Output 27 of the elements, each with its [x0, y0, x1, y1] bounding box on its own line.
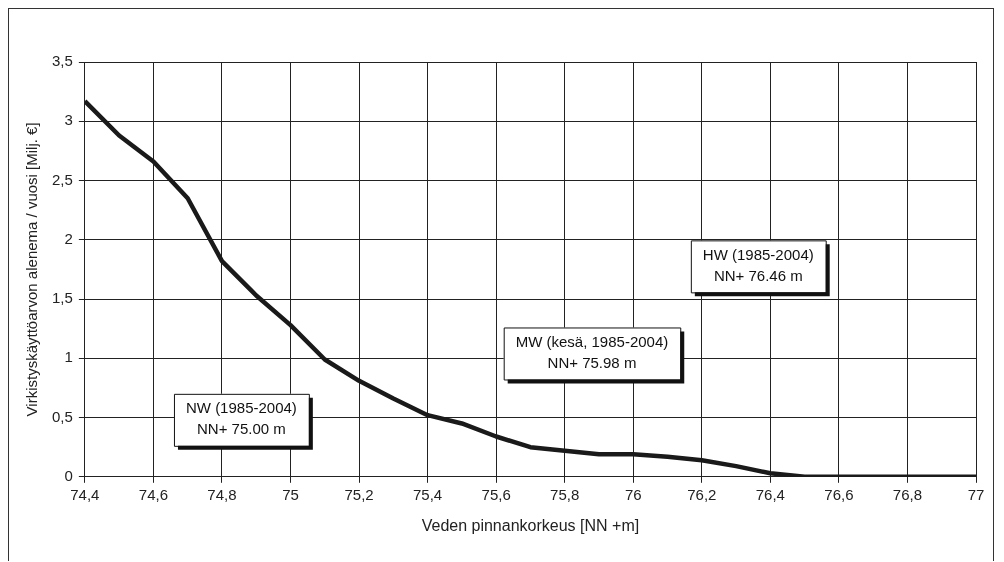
x-tick-label: 75,2 — [344, 485, 374, 503]
annotation: MW (kesä, 1985-2004) NN+ 75.98 m — [515, 332, 669, 371]
y-tick-label: 2 — [64, 229, 73, 247]
x-tick-label: 77 — [967, 485, 985, 503]
y-axis-title: Virkistyskäyttöarvon alenema / vuosi [Milj. €] — [23, 122, 41, 417]
x-tick-label: 75 — [282, 485, 299, 503]
x-tick-label: 76,8 — [892, 485, 923, 503]
x-tick-label: 75,4 — [413, 485, 443, 503]
annotation: HW (1985-2004) NN+ 76.46 m — [702, 245, 814, 284]
y-tick-label: 3 — [64, 111, 73, 129]
x-tick-label: 76,4 — [755, 485, 785, 503]
x-tick-label: 76,6 — [824, 485, 854, 503]
y-tick-label: 0 — [64, 466, 73, 484]
y-tick-label: 1,5 — [51, 289, 73, 307]
x-tick-label: 76,2 — [687, 485, 717, 503]
y-tick-label: 2,5 — [51, 170, 73, 188]
x-tick-label: 75,8 — [550, 485, 580, 503]
x-tick-label: 74,4 — [70, 485, 100, 503]
x-tick-label: 75,6 — [481, 485, 511, 503]
y-tick-label: 1 — [64, 348, 73, 366]
x-tick-label: 74,8 — [207, 485, 237, 503]
y-tick-label: 3,5 — [51, 52, 73, 70]
y-tick-label: 0,5 — [51, 407, 73, 425]
annotation: NW (1985-2004) NN+ 75.00 m — [185, 398, 297, 437]
x-tick-label: 74,6 — [138, 485, 168, 503]
x-axis-title: Veden pinnankorkeus [NN +m] — [421, 516, 640, 534]
x-tick-label: 76 — [624, 485, 642, 503]
